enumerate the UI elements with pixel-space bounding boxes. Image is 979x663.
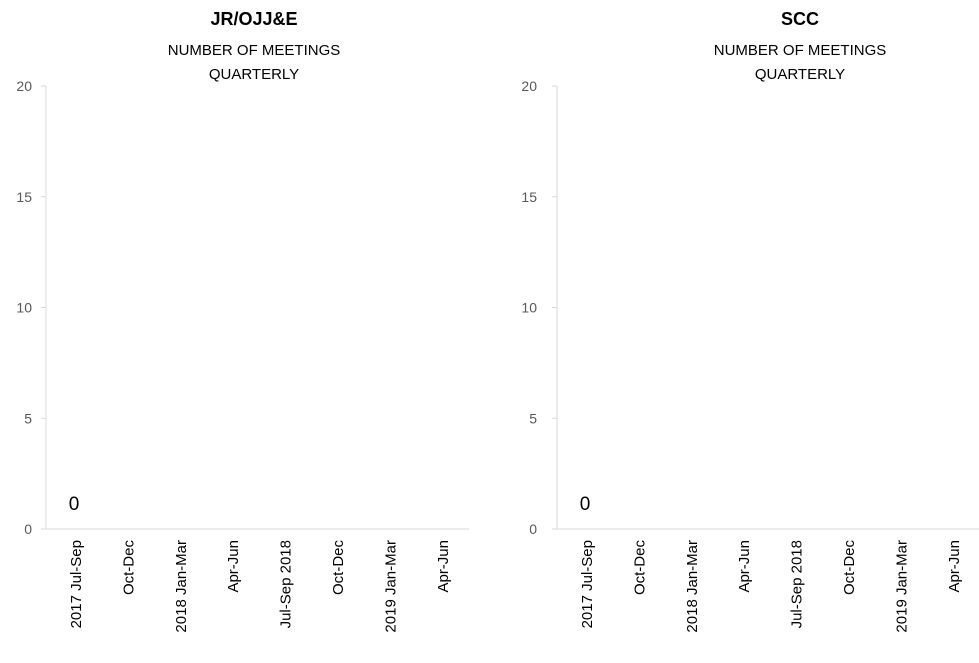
x-tick-label: 2018 Jan-Mar: [684, 540, 701, 633]
x-tick-label: Oct-Dec: [631, 540, 648, 596]
x-tick-label: Jul-Sep 2018: [278, 540, 295, 628]
y-tick-label: 20: [16, 78, 32, 94]
y-tick-label: 10: [521, 300, 537, 316]
x-tick-label: 2018 Jan-Mar: [173, 540, 190, 633]
chart-subtitle-line: NUMBER OF MEETINGS: [168, 42, 341, 59]
y-tick-label: 15: [521, 189, 537, 205]
x-tick-label: 2019 Jan-Mar: [382, 540, 399, 633]
y-tick-label: 0: [529, 521, 537, 537]
x-tick-label: Apr-Jun: [435, 540, 452, 593]
x-tick-label: Oct-Dec: [330, 540, 347, 596]
x-tick-label: Apr-Jun: [946, 540, 963, 593]
x-tick-label: Jul-Sep 2018: [789, 540, 806, 628]
x-tick-label: Apr-Jun: [736, 540, 753, 593]
chart-subtitle-line: QUARTERLY: [209, 66, 299, 83]
y-tick-label: 5: [529, 410, 537, 426]
x-tick-label: Oct-Dec: [841, 540, 858, 596]
y-tick-label: 20: [521, 78, 537, 94]
x-tick-label: Apr-Jun: [225, 540, 242, 593]
x-tick-label: Oct-Dec: [120, 540, 137, 596]
bar-data-label: 0: [69, 494, 80, 515]
x-tick-label: 2017 Jul-Sep: [579, 540, 596, 628]
y-tick-label: 5: [24, 410, 32, 426]
x-tick-label: 2017 Jul-Sep: [68, 540, 85, 628]
chart-title: SCC: [781, 9, 819, 29]
y-tick-label: 15: [16, 189, 32, 205]
chart-subtitle-line: QUARTERLY: [755, 66, 845, 83]
chart-subtitle-line: NUMBER OF MEETINGS: [714, 42, 887, 59]
y-tick-label: 10: [16, 300, 32, 316]
chart-title: JR/OJJ&E: [210, 9, 297, 29]
bar-data-label: 0: [580, 494, 591, 515]
y-tick-label: 0: [24, 521, 32, 537]
x-tick-label: 2019 Jan-Mar: [893, 540, 910, 633]
